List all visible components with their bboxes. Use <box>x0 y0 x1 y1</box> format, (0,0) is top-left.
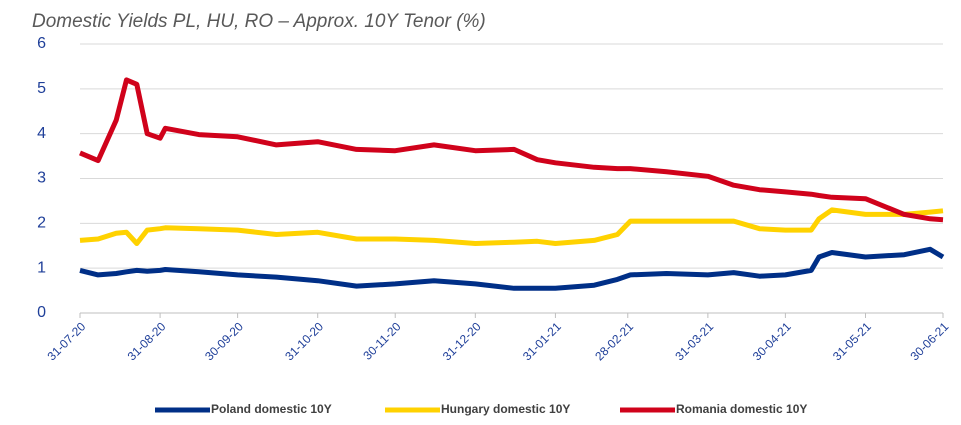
x-tick-label: 30-09-20 <box>202 319 246 363</box>
y-tick-label: 3 <box>37 170 46 187</box>
x-tick-label: 31-03-21 <box>672 319 716 363</box>
y-tick-label: 5 <box>37 80 46 97</box>
chart-title: Domestic Yields PL, HU, RO – Approx. 10Y… <box>32 11 486 32</box>
x-tick-label: 28-02-21 <box>592 319 636 363</box>
x-tick-label: 31-07-20 <box>44 319 88 363</box>
y-tick-label: 4 <box>37 125 46 142</box>
legend-label: Hungary domestic 10Y <box>441 402 570 416</box>
x-tick-label: 31-10-20 <box>282 319 326 363</box>
x-tick-label: 30-06-21 <box>907 319 951 363</box>
y-tick-label: 0 <box>37 304 46 321</box>
y-tick-label: 1 <box>37 259 46 276</box>
y-tick-label: 6 <box>37 35 46 52</box>
line-series <box>79 246 945 291</box>
x-tick-label: 31-01-21 <box>520 319 564 363</box>
legend-label: Poland domestic 10Y <box>211 402 332 416</box>
line-series <box>79 77 944 223</box>
x-tick-label: 30-11-20 <box>360 319 403 362</box>
x-tick-label: 31-05-21 <box>830 319 874 363</box>
line-series <box>79 207 944 246</box>
legend-label: Romania domestic 10Y <box>676 402 807 416</box>
x-tick-label: 31-08-20 <box>125 319 169 363</box>
x-tick-label: 31-12-20 <box>440 319 484 363</box>
y-tick-label: 2 <box>37 215 46 232</box>
x-tick-label: 30-04-21 <box>750 319 794 363</box>
